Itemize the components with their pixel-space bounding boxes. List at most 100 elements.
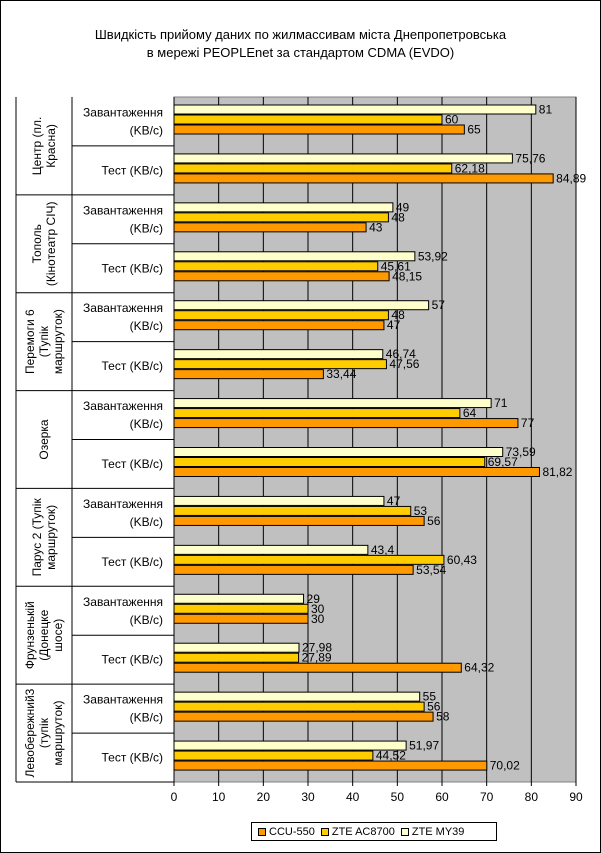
group-label-line: Тополь xyxy=(30,224,44,263)
row-label-6-0: Завантаження (KB/c) xyxy=(83,693,163,725)
data-label-zte-ac8700-5-0: 30 xyxy=(311,602,325,616)
bar-ccu-550-2-1 xyxy=(173,369,324,380)
bar-zte-ac8700-0-1 xyxy=(173,163,453,174)
group-label-2: Перемоги 6(Тупікмаршруток) xyxy=(23,309,65,374)
group-label-5: Фрунзенькій(Донецкешосе) xyxy=(23,601,65,669)
data-label-zte-my39-0-1: 75,76 xyxy=(515,151,545,165)
bar-zte-ac8700-5-0 xyxy=(173,603,309,614)
bar-ccu-550-3-0 xyxy=(173,418,519,429)
row-label-2-1: Тест (KB/c) xyxy=(102,359,164,373)
legend-label-ccu-550: CCU-550 xyxy=(269,825,315,838)
data-label-zte-ac8700-6-0: 56 xyxy=(427,700,441,714)
bar-zte-ac8700-4-0 xyxy=(173,505,412,516)
data-label-zte-ac8700-3-0: 64 xyxy=(463,406,477,420)
data-label-zte-my39-1-0: 49 xyxy=(396,200,410,214)
bar-zte-my39-6-0 xyxy=(173,691,421,702)
row-label-5-0: Завантаження (KB/c) xyxy=(83,595,163,627)
data-label-ccu-550-1-0: 43 xyxy=(369,220,383,234)
data-label-ccu-550-6-1: 70,02 xyxy=(490,759,520,773)
row-label-line: Завантаження xyxy=(83,693,163,707)
bar-zte-ac8700-1-1 xyxy=(173,261,379,272)
legend-item-zte-ac8700: ZTE AC8700 xyxy=(320,825,395,838)
data-label-ccu-550-6-0: 58 xyxy=(436,710,450,724)
data-label-ccu-550-3-1: 81,82 xyxy=(542,465,572,479)
x-tick-label-4: 40 xyxy=(346,790,360,804)
x-tick-label-9: 90 xyxy=(569,790,583,804)
legend-label-zte-ac8700: ZTE AC8700 xyxy=(331,825,395,838)
bar-zte-my39-6-1 xyxy=(173,740,407,751)
data-label-ccu-550-2-0: 47 xyxy=(387,318,401,332)
data-label-zte-ac8700-2-0: 48 xyxy=(391,308,405,322)
data-label-zte-my39-1-1: 53,92 xyxy=(418,249,448,263)
row-label-line: Завантаження xyxy=(83,301,163,315)
data-label-zte-my39-2-1: 46,74 xyxy=(386,347,416,361)
data-label-zte-my39-3-0: 71 xyxy=(494,396,508,410)
bar-zte-my39-3-1 xyxy=(173,447,504,457)
row-label-4-1: Тест (KB/c) xyxy=(102,555,164,569)
chart-title-line-1: Швидкість прийому даних по жилмассивам м… xyxy=(94,27,507,42)
row-label-line: Завантаження xyxy=(83,595,163,609)
group-label-3: Озерка xyxy=(37,419,51,460)
group-label-line: маршруток) xyxy=(44,505,58,570)
data-label-zte-my39-3-1: 73,59 xyxy=(506,445,536,459)
row-label-2-0: Завантаження (KB/c) xyxy=(83,301,163,333)
data-label-ccu-550-2-1: 33,44 xyxy=(326,367,356,381)
data-label-zte-ac8700-3-1: 69,57 xyxy=(488,455,518,469)
row-label-line: Тест (KB/c) xyxy=(102,359,164,373)
row-label-0-1: Тест (KB/c) xyxy=(102,163,164,177)
data-label-zte-ac8700-1-0: 48 xyxy=(391,210,405,224)
x-tick-label-2: 20 xyxy=(257,790,271,804)
row-label-line: Тест (KB/c) xyxy=(102,261,164,275)
data-label-zte-ac8700-0-0: 60 xyxy=(445,113,459,127)
plot-area xyxy=(173,96,577,783)
row-label-line: Завантаження xyxy=(83,497,163,511)
bar-zte-ac8700-3-1 xyxy=(173,457,486,467)
row-label-line: Завантаження xyxy=(83,105,163,119)
chart-title: Швидкість прийому даних по жилмассивам м… xyxy=(0,26,601,62)
bar-ccu-550-6-1 xyxy=(173,760,488,771)
data-label-ccu-550-4-1: 53,54 xyxy=(416,563,446,577)
group-label-line: (Тупік xyxy=(37,325,51,357)
row-label-line: Тест (KB/c) xyxy=(102,163,164,177)
row-label-line: (KB/c) xyxy=(130,711,163,725)
bar-ccu-550-0-1 xyxy=(173,173,554,184)
group-label-line: маршруток) xyxy=(51,701,65,766)
row-label-line: Тест (KB/c) xyxy=(102,653,164,667)
data-label-ccu-550-4-0: 56 xyxy=(427,514,441,528)
x-tick-label-3: 30 xyxy=(301,790,315,804)
bar-ccu-550-4-0 xyxy=(173,515,425,526)
row-label-4-0: Завантаження (KB/c) xyxy=(83,497,163,529)
row-label-5-1: Тест (KB/c) xyxy=(102,653,164,667)
legend-swatch-ccu-550 xyxy=(258,827,266,836)
data-label-ccu-550-1-1: 48,15 xyxy=(392,269,422,283)
legend-swatch-zte-my39 xyxy=(400,827,409,836)
row-label-1-1: Тест (KB/c) xyxy=(102,261,164,275)
data-label-zte-my39-6-0: 55 xyxy=(423,690,437,704)
legend-item-zte-my39: ZTE MY39 xyxy=(400,825,465,838)
bar-zte-ac8700-4-1 xyxy=(173,554,445,565)
bar-zte-ac8700-5-1 xyxy=(173,652,300,663)
legend-label-zte-my39: ZTE MY39 xyxy=(411,825,465,838)
data-label-zte-ac8700-2-1: 47,56 xyxy=(389,357,419,371)
data-label-zte-ac8700-0-1: 62,18 xyxy=(455,161,485,175)
bar-zte-my39-2-1 xyxy=(173,349,384,360)
data-label-zte-ac8700-4-1: 60,43 xyxy=(447,553,477,567)
group-label-line: Озерка xyxy=(37,419,51,460)
data-label-zte-my39-0-0: 81 xyxy=(539,103,553,117)
bar-zte-ac8700-3-0 xyxy=(173,408,461,419)
row-label-line: (KB/c) xyxy=(130,417,163,431)
chart-title-line-2: в мережі PEOPLEnet за стандартом CDMA (E… xyxy=(146,45,455,60)
legend-swatch-zte-ac8700 xyxy=(320,827,329,836)
bar-ccu-550-4-1 xyxy=(173,564,414,575)
group-label-line: Левобережний3 xyxy=(23,688,37,777)
bar-zte-my39-0-0 xyxy=(173,104,537,115)
group-label-1: Тополь(Кінотеатр СІЧ) xyxy=(30,201,58,286)
row-label-line: (KB/c) xyxy=(130,123,163,137)
bar-zte-my39-4-0 xyxy=(173,495,385,506)
data-label-zte-my39-4-1: 43,4 xyxy=(371,543,395,557)
bar-zte-ac8700-2-0 xyxy=(173,310,389,321)
bar-ccu-550-0-0 xyxy=(173,124,465,135)
bar-ccu-550-6-0 xyxy=(173,711,434,722)
data-label-ccu-550-5-0: 30 xyxy=(311,612,325,626)
